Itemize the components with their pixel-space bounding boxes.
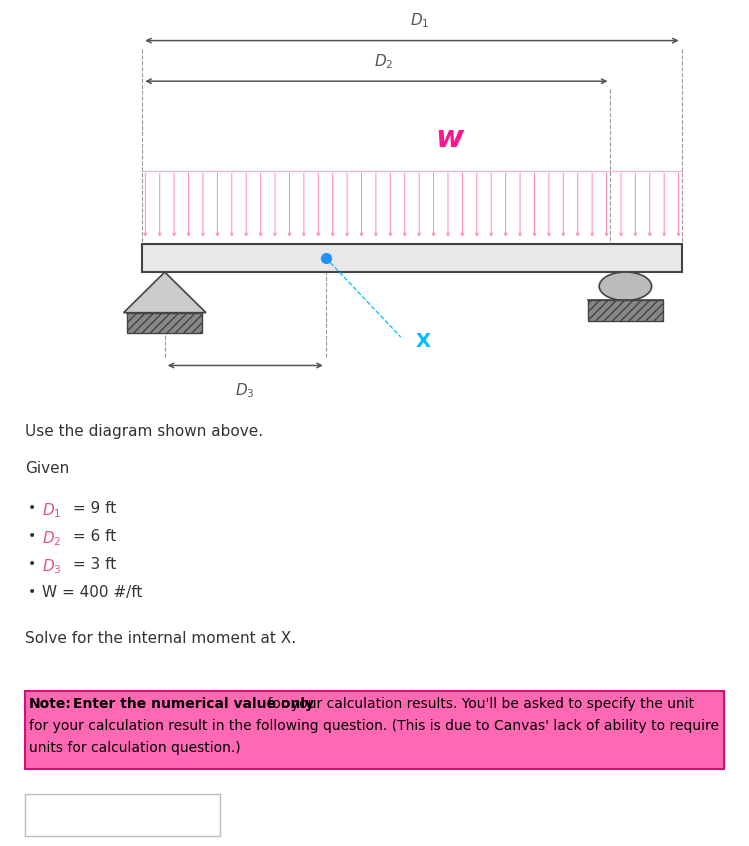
Text: $D_2$: $D_2$ <box>374 52 393 71</box>
Text: $D_1$: $D_1$ <box>42 501 61 519</box>
Text: Solve for the internal moment at X.: Solve for the internal moment at X. <box>25 631 296 646</box>
Text: X: X <box>416 332 431 350</box>
Text: •: • <box>28 501 36 515</box>
Text: $D_3$: $D_3$ <box>235 382 255 400</box>
FancyBboxPatch shape <box>25 691 724 769</box>
Text: = 6 ft: = 6 ft <box>68 529 116 544</box>
Text: •: • <box>28 529 36 543</box>
Text: for your calculation result in the following question. (This is due to Canvas' l: for your calculation result in the follo… <box>29 719 719 733</box>
Text: $D_2$: $D_2$ <box>42 529 61 547</box>
Text: Use the diagram shown above.: Use the diagram shown above. <box>25 424 263 439</box>
Text: •: • <box>28 557 36 571</box>
Polygon shape <box>124 272 206 313</box>
Text: units for calculation question.): units for calculation question.) <box>29 741 240 755</box>
Text: w: w <box>435 124 464 152</box>
FancyBboxPatch shape <box>25 794 220 836</box>
Bar <box>127 313 202 333</box>
Text: Given: Given <box>25 461 69 476</box>
Text: Note:: Note: <box>29 697 72 711</box>
Text: Enter the numerical value only: Enter the numerical value only <box>73 697 314 711</box>
Text: •: • <box>28 585 36 599</box>
Text: for your calculation results. You'll be asked to specify the unit: for your calculation results. You'll be … <box>263 697 694 711</box>
Bar <box>142 244 682 272</box>
Circle shape <box>599 272 652 300</box>
Text: = 3 ft: = 3 ft <box>68 557 116 572</box>
Text: W = 400 #/ft: W = 400 #/ft <box>42 585 142 600</box>
Text: $D_3$: $D_3$ <box>42 557 61 576</box>
Text: = 9 ft: = 9 ft <box>68 501 116 516</box>
Bar <box>588 300 663 321</box>
Text: $D_1$: $D_1$ <box>410 12 429 30</box>
